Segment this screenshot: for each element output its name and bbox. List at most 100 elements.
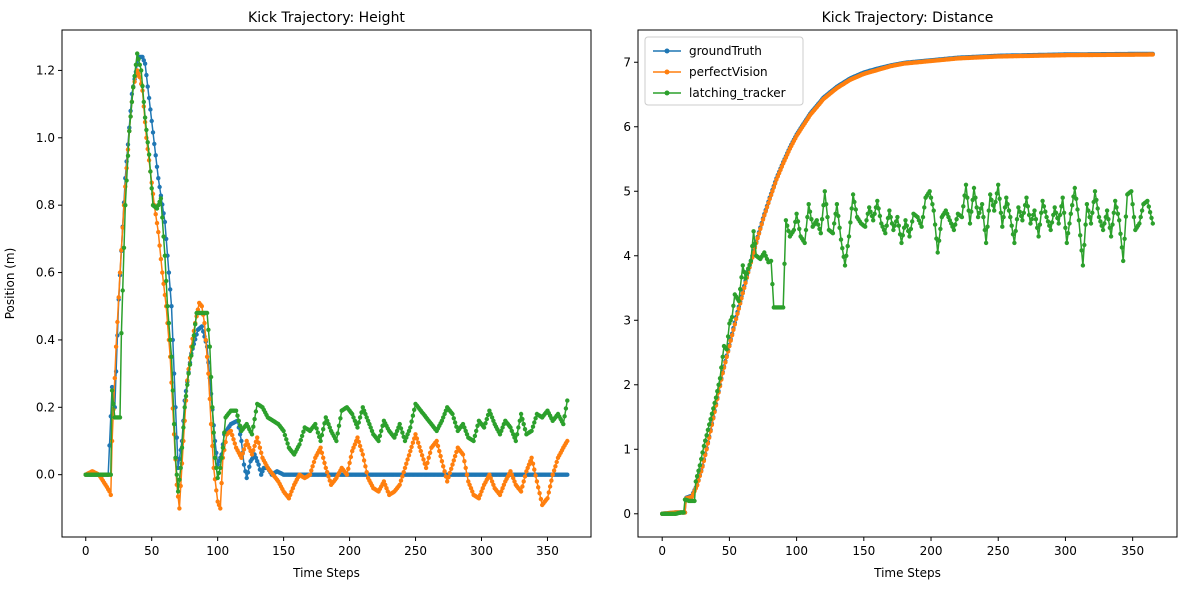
- legend: groundTruth perfectVision latching_tracker: [644, 36, 804, 106]
- data-point: [144, 127, 149, 133]
- x-tick-label: 0: [658, 544, 666, 558]
- data-point: [359, 448, 364, 453]
- data-point: [384, 486, 389, 491]
- data-point: [211, 430, 216, 435]
- data-point: [772, 181, 778, 186]
- data-point: [187, 362, 193, 367]
- data-point: [462, 425, 467, 430]
- data-point: [215, 475, 220, 481]
- data-point: [325, 470, 330, 475]
- data-point: [257, 445, 263, 450]
- x-axis-label: Time Steps: [292, 566, 360, 580]
- data-point: [1033, 217, 1039, 222]
- data-point: [405, 457, 410, 462]
- data-point: [148, 169, 153, 174]
- data-point: [983, 240, 989, 246]
- data-point: [451, 458, 456, 463]
- data-point: [252, 416, 257, 422]
- data-point: [1025, 204, 1031, 209]
- data-point: [525, 465, 530, 471]
- data-point: [260, 469, 265, 474]
- data-point: [185, 382, 190, 387]
- data-point: [336, 423, 342, 428]
- data-point: [404, 435, 409, 440]
- data-point: [165, 304, 170, 309]
- data-point: [256, 462, 261, 467]
- data-point: [771, 185, 776, 190]
- data-point: [417, 444, 422, 450]
- data-point: [307, 472, 313, 477]
- data-point: [460, 452, 466, 457]
- data-point: [142, 115, 148, 120]
- data-point: [470, 489, 475, 494]
- data-point: [418, 448, 423, 454]
- data-point: [954, 217, 959, 222]
- data-point: [348, 454, 354, 460]
- data-point: [201, 329, 206, 334]
- data-point: [355, 435, 360, 440]
- data-point: [153, 153, 158, 158]
- data-point: [170, 388, 175, 393]
- data-point: [1064, 240, 1070, 246]
- data-point: [207, 396, 212, 402]
- data-point: [1147, 210, 1153, 215]
- data-point: [739, 275, 744, 280]
- data-point: [249, 432, 255, 437]
- data-point: [1040, 198, 1045, 204]
- data-point: [220, 445, 226, 450]
- data-point: [253, 409, 259, 414]
- data-point: [518, 489, 524, 494]
- data-point: [1119, 245, 1125, 250]
- data-point: [807, 209, 813, 214]
- data-point: [169, 354, 174, 359]
- data-point: [876, 206, 881, 211]
- data-point: [464, 432, 470, 437]
- data-point: [315, 430, 321, 435]
- data-point: [123, 203, 128, 208]
- data-point: [491, 418, 496, 423]
- data-point: [927, 189, 932, 194]
- data-point: [981, 214, 986, 220]
- data-point: [1049, 220, 1055, 225]
- data-point: [748, 258, 754, 264]
- data-point: [216, 502, 222, 508]
- data-point: [529, 455, 534, 460]
- data-point: [514, 432, 520, 437]
- data-point: [450, 411, 455, 417]
- data-point: [152, 141, 157, 147]
- data-point: [1017, 209, 1022, 214]
- data-point: [245, 470, 251, 475]
- data-point: [719, 365, 724, 370]
- data-point: [255, 435, 260, 440]
- data-point: [472, 433, 478, 439]
- data-point: [256, 440, 261, 445]
- x-tick-label: 250: [987, 544, 1010, 558]
- data-point: [770, 281, 775, 287]
- data-point: [533, 416, 538, 421]
- data-point: [1029, 217, 1035, 222]
- data-point: [162, 253, 168, 258]
- data-point: [554, 459, 559, 465]
- data-point: [500, 486, 505, 491]
- data-point: [998, 210, 1004, 215]
- data-point: [356, 420, 361, 425]
- data-point: [401, 470, 406, 475]
- data-point: [736, 306, 741, 311]
- data-point: [168, 287, 173, 292]
- data-point: [699, 456, 704, 462]
- data-point: [442, 469, 447, 474]
- data-point: [561, 421, 566, 427]
- data-point: [154, 220, 160, 226]
- data-point: [178, 465, 183, 471]
- data-point: [137, 75, 142, 80]
- data-point: [783, 218, 789, 223]
- data-point: [993, 199, 998, 205]
- data-point: [244, 438, 249, 444]
- data-point: [128, 114, 133, 119]
- data-point: [1080, 263, 1086, 268]
- data-point: [840, 246, 845, 251]
- data-point: [513, 438, 518, 444]
- series-latching_tracker: [83, 51, 570, 494]
- data-point: [364, 470, 369, 475]
- y-tick-label: 1.2: [36, 63, 55, 77]
